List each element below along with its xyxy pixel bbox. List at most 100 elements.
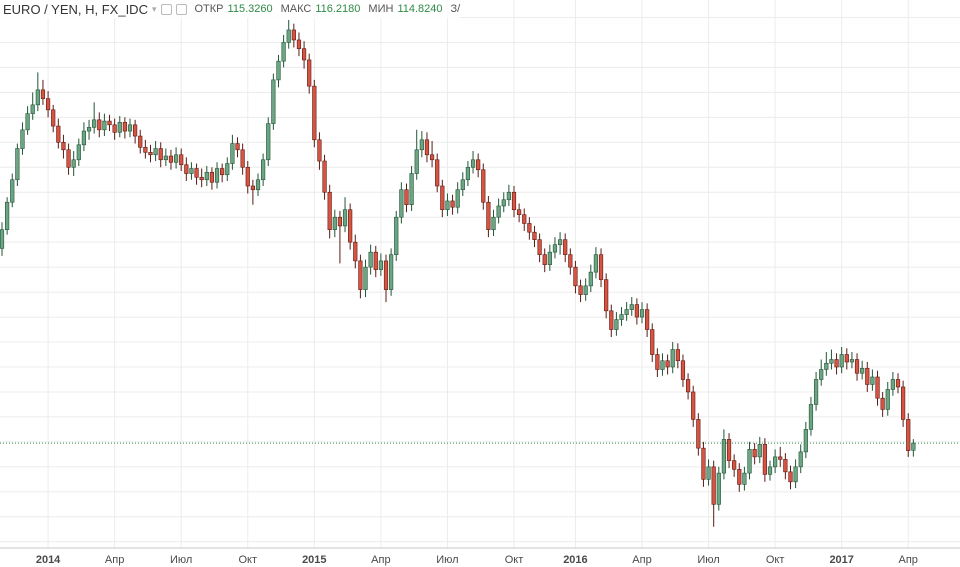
candle-body — [691, 391, 696, 420]
candle-body — [301, 48, 307, 61]
candle-body — [614, 319, 619, 330]
candle-body — [445, 200, 450, 211]
candle-body — [383, 260, 389, 290]
candle-body — [470, 159, 476, 168]
candle-body — [885, 389, 890, 410]
x-tick-label: Июл — [436, 554, 458, 566]
candle-body — [696, 419, 701, 449]
candle-body — [112, 124, 117, 133]
candle-body — [854, 359, 860, 374]
candle-body — [189, 168, 194, 174]
candle-body — [870, 376, 875, 385]
candle-body — [517, 209, 522, 216]
candle-body — [788, 471, 793, 483]
candle-body — [61, 142, 66, 151]
candle-body — [880, 397, 885, 410]
candle-body — [757, 444, 762, 458]
candle-body — [890, 379, 895, 390]
header-label: ОТКР — [194, 3, 224, 15]
candle-body — [286, 29, 291, 43]
candle-body — [737, 469, 742, 485]
candle-body — [266, 123, 271, 161]
candle-body — [506, 191, 511, 201]
candle-body — [808, 404, 814, 430]
candle-body — [778, 456, 783, 460]
candle-body — [624, 309, 629, 315]
candle-body — [127, 124, 133, 132]
candle-body — [117, 122, 122, 133]
header-label: МИН — [368, 3, 394, 15]
dropdown-caret[interactable]: ▾ — [151, 3, 157, 14]
candle-body — [122, 122, 127, 132]
candle-body — [440, 185, 445, 211]
candle-body — [813, 379, 819, 405]
candle-body — [291, 29, 296, 41]
candle-body — [10, 179, 15, 203]
icon[interactable] — [160, 3, 172, 15]
candle-body — [307, 59, 312, 87]
candle-body — [783, 459, 788, 473]
symbol[interactable]: EURO / YEN, H, FX_IDC — [3, 1, 148, 17]
candle-body — [429, 154, 435, 161]
candle-body — [752, 449, 757, 458]
header: EURO / YEN, H, FX_IDC ▾ ОТКР 115.3260 МАКС… — [0, 0, 461, 18]
candle-body — [593, 254, 599, 273]
candle-body — [435, 159, 440, 187]
candle-body — [255, 179, 261, 191]
candle-body — [51, 109, 56, 127]
candle-body — [133, 124, 138, 137]
candle-body — [619, 314, 624, 320]
x-tick-label: 2014 — [36, 554, 61, 566]
candle-body — [762, 444, 767, 475]
candle-body — [76, 144, 81, 161]
candle-body — [511, 191, 517, 211]
candle-body — [168, 155, 174, 163]
candle-body — [5, 201, 10, 230]
candle-body — [798, 451, 803, 468]
candle-body — [261, 159, 266, 181]
candle-body — [102, 120, 107, 131]
candle-body — [92, 119, 97, 128]
candle-body — [204, 171, 209, 181]
candle-body — [15, 148, 20, 181]
candle-body — [153, 148, 158, 156]
candle-body — [726, 439, 732, 461]
candle-body — [158, 148, 163, 161]
candle-body — [655, 354, 660, 370]
candle-body — [501, 199, 506, 207]
header-label: МАКС — [280, 3, 312, 15]
candle-body — [645, 309, 650, 330]
candle-body — [348, 209, 353, 243]
candle-body — [245, 166, 250, 187]
candle-body — [342, 209, 348, 227]
candle-body — [721, 439, 727, 474]
candle-body — [240, 149, 245, 168]
candle-body — [389, 254, 394, 290]
candle-body — [552, 244, 558, 253]
candle-body — [563, 239, 568, 255]
candle-body — [358, 260, 363, 290]
candle-body — [138, 135, 143, 148]
candle-body — [317, 139, 322, 162]
x-tick-label: 2015 — [302, 554, 326, 566]
candle-body — [455, 189, 460, 208]
candle-body — [839, 354, 844, 368]
candle-body — [773, 456, 778, 468]
x-tick-label: Окт — [238, 554, 257, 566]
candle-body — [235, 143, 240, 151]
candle-body — [173, 154, 179, 163]
candle-body — [742, 472, 747, 485]
candle-body — [86, 127, 92, 132]
icon[interactable] — [175, 3, 187, 15]
candle-body — [680, 360, 686, 380]
header-value: 115.3260 — [227, 3, 273, 15]
candle-body — [604, 279, 609, 312]
candle-body — [547, 251, 552, 265]
candle-body — [327, 191, 332, 230]
header-value: 116.2180 — [315, 3, 361, 15]
candle-body — [45, 98, 51, 111]
candle-body — [414, 149, 419, 174]
candle-body — [675, 349, 680, 362]
candle-body — [819, 369, 824, 380]
candle-body — [399, 189, 404, 218]
